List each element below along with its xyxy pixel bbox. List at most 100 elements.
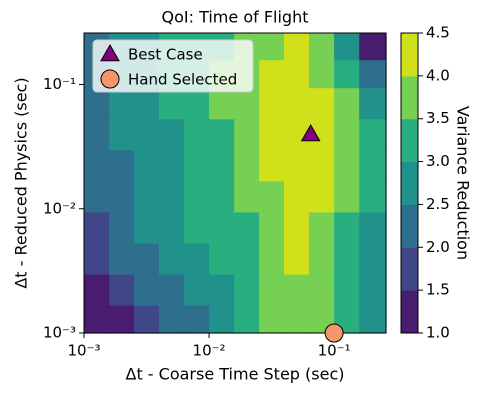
- contour-cell: [183, 273, 210, 306]
- contour-cell: [84, 180, 110, 213]
- colorbar-tick-label: 1.5: [426, 281, 450, 299]
- contour-cell: [309, 242, 335, 275]
- contour-cell: [334, 273, 360, 306]
- x-tick-label: 10⁻¹: [318, 342, 351, 360]
- contour-cell: [359, 273, 387, 306]
- contour-cell: [334, 149, 360, 182]
- contour-cell: [109, 149, 135, 182]
- contour-cell: [84, 87, 110, 120]
- circle-marker: [324, 323, 344, 343]
- contour-cell: [209, 87, 235, 120]
- contour-cell: [109, 242, 135, 275]
- contour-cell: [209, 211, 235, 244]
- legend-label: Best Case: [128, 46, 203, 64]
- contour-cell: [134, 180, 160, 213]
- contour-cell: [234, 305, 260, 334]
- contour-cell: [259, 242, 285, 275]
- x-axis-label: Δt - Coarse Time Step (sec): [126, 365, 345, 384]
- colorbar-band: [401, 75, 418, 120]
- y-tick-label: 10⁻²: [43, 199, 76, 217]
- colorbar-tick-label: 4.5: [426, 24, 450, 42]
- contour-cell: [234, 273, 260, 306]
- contour-cell: [134, 273, 160, 306]
- contour-cell: [359, 305, 387, 334]
- colorbar-label: Variance Reduction: [454, 106, 473, 260]
- contour-cell: [109, 211, 135, 244]
- contour-cell: [334, 211, 360, 244]
- contour-cell: [259, 87, 285, 120]
- colorbar-frame: [400, 32, 419, 334]
- plot-frame: [83, 32, 387, 334]
- contour-cell: [109, 273, 135, 306]
- y-axis-label: Δt - Reduced Physics (sec): [12, 77, 31, 288]
- triangle-marker: [300, 123, 321, 142]
- contour-cell: [234, 211, 260, 244]
- contour-cell: [84, 211, 110, 244]
- contour-cell: [109, 87, 135, 120]
- contour-cell: [309, 59, 335, 89]
- colorbar-band: [401, 161, 418, 205]
- contour-cell: [134, 87, 160, 120]
- colorbar-band: [401, 118, 418, 163]
- x-tick-label: 10⁻³: [67, 342, 100, 360]
- contour-cell: [183, 242, 210, 275]
- contour-cell: [183, 211, 210, 244]
- legend-box: [92, 39, 254, 93]
- contour-cell: [109, 305, 135, 334]
- contour-cell: [309, 211, 335, 244]
- contour-cell: [284, 305, 310, 334]
- contour-cell: [109, 180, 135, 213]
- contour-cell: [284, 242, 310, 275]
- contour-cell: [84, 242, 110, 275]
- colorbar-tick-label: 3.0: [426, 152, 450, 170]
- contour-cell: [284, 87, 310, 120]
- colorbar-tick-label: 2.5: [426, 195, 450, 213]
- contour-cell: [359, 211, 387, 244]
- contour-cell: [209, 118, 235, 151]
- contour-cell: [234, 180, 260, 213]
- contour-cell: [209, 242, 235, 275]
- contour-cell: [84, 273, 110, 306]
- contour-cell: [183, 305, 210, 334]
- contour-cell: [259, 305, 285, 334]
- contour-cell: [359, 118, 387, 151]
- contour-cell: [284, 149, 310, 182]
- contour-cell: [309, 33, 335, 61]
- contour-cell: [209, 149, 235, 182]
- contour-cell: [334, 118, 360, 151]
- contour-cell: [84, 305, 110, 334]
- contour-cell: [158, 305, 185, 334]
- contour-cell: [334, 242, 360, 275]
- contour-cell: [359, 59, 387, 89]
- legend-label: Hand Selected: [128, 71, 237, 89]
- contour-cell: [309, 87, 335, 120]
- chart-title: QoI: Time of Flight: [162, 8, 309, 27]
- contour-cell: [259, 33, 285, 61]
- contour-cell: [334, 59, 360, 89]
- contour-cell: [134, 118, 160, 151]
- contour-cell: [334, 33, 360, 61]
- contour-cell: [109, 118, 135, 151]
- colorbar-band: [401, 33, 418, 77]
- contour-cell: [284, 273, 310, 306]
- contour-cell: [134, 305, 160, 334]
- contour-cell: [158, 242, 185, 275]
- contour-cell: [234, 149, 260, 182]
- legend-marker: [100, 43, 120, 62]
- contour-cell: [284, 180, 310, 213]
- contour-cell: [158, 118, 185, 151]
- contour-cell: [183, 118, 210, 151]
- contour-cell: [84, 149, 110, 182]
- contour-cell: [158, 149, 185, 182]
- contour-cell: [134, 149, 160, 182]
- colorbar-band: [401, 290, 418, 334]
- x-tick-label: 10⁻²: [193, 342, 226, 360]
- contour-cell: [183, 149, 210, 182]
- contour-cell: [259, 211, 285, 244]
- y-tick-label: 10⁻³: [43, 324, 76, 342]
- y-tick-label: 10⁻¹: [43, 75, 76, 93]
- colorbar-band: [401, 247, 418, 291]
- contour-cell: [209, 305, 235, 334]
- colorbar-tick-label: 1.0: [426, 324, 450, 342]
